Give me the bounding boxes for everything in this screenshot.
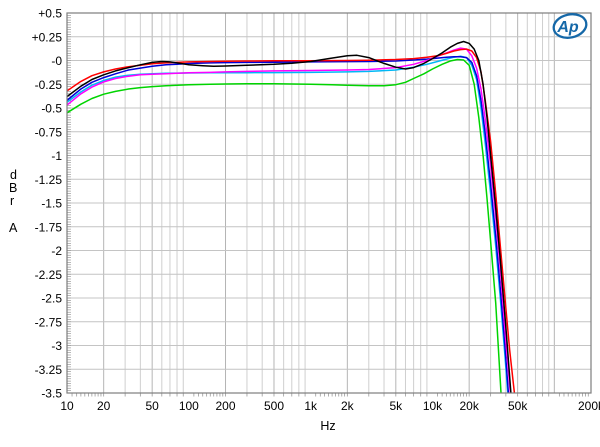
ap-logo-swoosh	[552, 13, 588, 39]
ap-logo-text: Ap	[556, 19, 579, 36]
x-tick-label: 200k	[578, 399, 600, 413]
y-axis-title-char-B: B	[9, 181, 17, 195]
y-tick-label: -1.75	[35, 220, 63, 234]
x-axis-title: Hz	[320, 419, 335, 433]
x-tick-label: 2k	[341, 399, 355, 413]
trace-green	[67, 58, 502, 393]
y-tick-labels: +0.5 +0.25 -0 -0.25 -0.5 -0.75 -1 -1.25 -1.5 -1.7…	[32, 7, 63, 401]
y-tick-label: -2.75	[35, 315, 63, 329]
y-tick-label: +0.5	[38, 7, 62, 21]
ap-logo: Ap	[552, 13, 588, 39]
y-tick-label: -0.5	[41, 102, 62, 116]
y-axis-title-char-A: A	[9, 221, 18, 235]
x-tick-label: 100	[179, 399, 199, 413]
y-tick-label: -3.5	[41, 387, 62, 401]
x-tick-label: 10	[60, 399, 74, 413]
y-tick-label: -2.25	[35, 268, 63, 282]
trace-blue	[67, 55, 510, 393]
y-tick-label: -1	[51, 149, 62, 163]
y-tick-label: -3	[51, 339, 62, 353]
x-tick-label: 10k	[423, 399, 443, 413]
x-tick-label: 500	[264, 399, 284, 413]
x-tick-label: 1k	[304, 399, 318, 413]
y-axis-title-char-d: d	[10, 168, 17, 182]
y-axis-title-char-r: r	[10, 194, 14, 208]
x-tick-label: 20	[97, 399, 111, 413]
y-tick-label: -2.5	[41, 292, 62, 306]
y-gridlines	[67, 36, 591, 370]
y-tick-label: -0.75	[35, 125, 63, 139]
y-minor-tick-marks	[67, 12, 71, 394]
plot-border	[66, 12, 592, 394]
trace-magenta	[67, 47, 512, 393]
y-axis-title: d B r A	[9, 168, 18, 235]
x-tick-label: 50k	[508, 399, 528, 413]
x-tick-label: 5k	[389, 399, 403, 413]
y-tick-label: -1.25	[35, 173, 63, 187]
trace-black	[67, 40, 512, 393]
y-tick-label: -0.25	[35, 78, 63, 92]
x-tick-label: 200	[215, 399, 235, 413]
y-tick-label: -3.25	[35, 363, 63, 377]
x-tick-label: 50	[145, 399, 159, 413]
y-tick-label: +0.25	[32, 30, 63, 44]
y-tick-label: -0	[51, 54, 62, 68]
y-tick-label: -2	[51, 244, 62, 258]
x-tick-labels: 10 20 50 100 200 500 1k 2k 5k 10k 20k 50k 200k	[60, 399, 600, 413]
y-tick-label: -1.5	[41, 197, 62, 211]
x-tick-label: 20k	[459, 399, 479, 413]
